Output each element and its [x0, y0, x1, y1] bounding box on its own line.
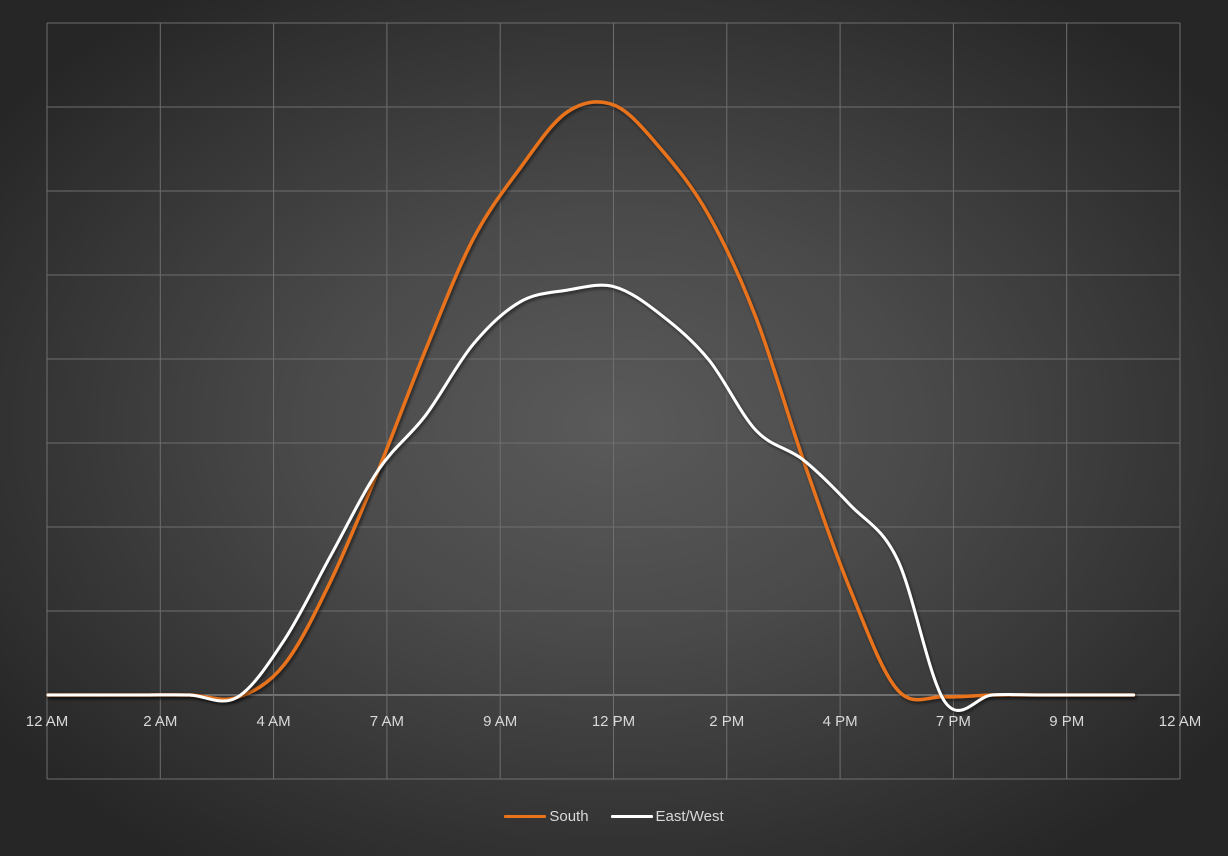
series-lines — [46, 100, 1136, 712]
x-tick-label: 7 AM — [370, 713, 404, 730]
legend: South East/West — [0, 808, 1228, 825]
x-tick-label: 12 PM — [592, 713, 635, 730]
series-line-south — [46, 100, 1136, 702]
legend-item-east-west: East/West — [610, 808, 724, 825]
x-tick-label: 4 AM — [257, 713, 291, 730]
x-tick-label: 2 PM — [709, 713, 744, 730]
x-tick-label: 9 PM — [1049, 713, 1084, 730]
legend-item-south: South — [504, 808, 589, 825]
east-west-swatch-icon — [610, 815, 653, 818]
x-tick-label: 7 PM — [936, 713, 971, 730]
x-tick-label: 4 PM — [823, 713, 858, 730]
series-line-east-west — [46, 283, 1136, 712]
x-tick-label: 12 AM — [1159, 713, 1202, 730]
x-tick-label: 12 AM — [26, 713, 69, 730]
gridlines — [46, 22, 1181, 780]
legend-label-east-west: East/West — [655, 808, 724, 825]
legend-label-south: South — [549, 808, 589, 825]
south-swatch-icon — [504, 815, 547, 818]
x-axis-labels: 12 AM 2 AM 4 AM 7 AM 9 AM 12 PM 2 PM 4 PM 7 PM 9 … — [26, 713, 1202, 730]
x-tick-label: 2 AM — [143, 713, 177, 730]
x-tick-label: 9 AM — [483, 713, 517, 730]
